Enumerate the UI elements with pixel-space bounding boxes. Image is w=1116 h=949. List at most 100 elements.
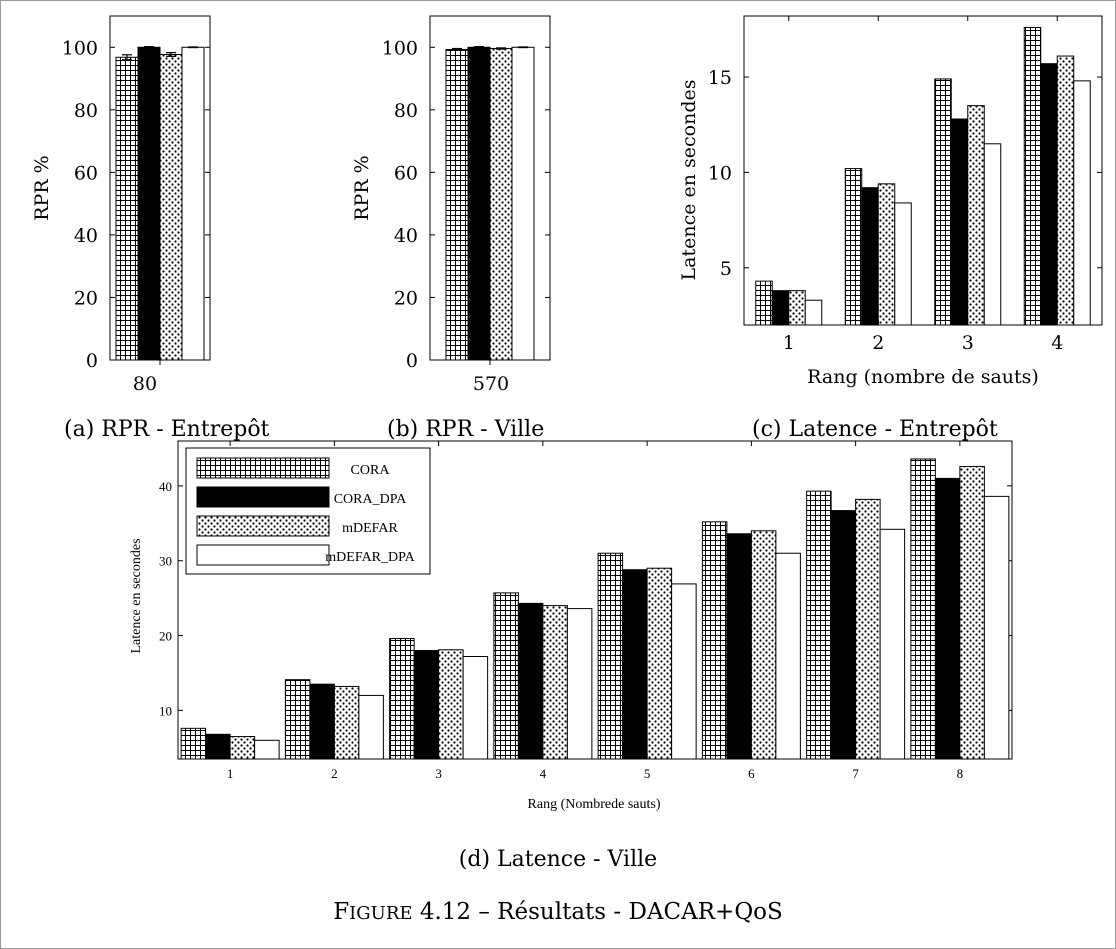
y-tick-label: 30: [159, 554, 172, 569]
bar: [489, 48, 513, 361]
bar: [775, 552, 801, 760]
bar: [115, 56, 139, 361]
bar: [967, 105, 985, 326]
bar: [159, 53, 183, 361]
y-axis-label: Latence en secondes: [129, 538, 144, 653]
bar: [413, 650, 440, 760]
chart-panel-c: Latence en secondes Rang (nombre de saut…: [678, 15, 1103, 442]
bar: [333, 685, 360, 760]
bar: [983, 143, 1002, 326]
bar: [462, 655, 489, 760]
bar: [910, 458, 936, 760]
legend-swatch: [196, 486, 330, 508]
bar: [511, 46, 535, 361]
y-tick-label: 100: [62, 37, 98, 59]
panel-caption: (a) RPR - Entrepôt: [64, 417, 270, 442]
bar: [983, 495, 1010, 760]
y-tick-label: 10: [708, 162, 732, 184]
y-tick-label: 0: [406, 350, 418, 372]
bar: [804, 299, 823, 326]
bar: [597, 552, 624, 760]
x-tick-label: 4: [540, 766, 547, 781]
y-axis-label: RPR %: [31, 155, 53, 221]
bar: [622, 569, 648, 760]
y-axis-label: RPR %: [351, 155, 373, 221]
bar: [493, 592, 519, 760]
x-tick-label: 80: [133, 373, 157, 395]
plot-frame: [743, 15, 1103, 326]
caption-sc-initial: F: [333, 899, 349, 925]
bar: [771, 290, 790, 326]
legend-label: mDEFAR_DPA: [325, 550, 415, 565]
x-tick-label: 6: [748, 766, 755, 781]
x-axis-label: Rang (nombre de sauts): [807, 366, 1039, 388]
bar: [806, 490, 832, 760]
bar: [755, 280, 773, 326]
figure-caption-text: 4.12 – Résultats - DACAR+QoS: [413, 899, 783, 925]
bar: [894, 202, 912, 326]
panel-caption: (c) Latence - Entrepôt: [752, 417, 998, 442]
legend: CORA CORA_DPA mDEFAR mDEFAR_DPA: [185, 447, 431, 575]
bar: [646, 567, 673, 760]
bar: [950, 118, 969, 326]
y-tick-label: 40: [394, 225, 418, 247]
x-tick-label: 5: [644, 766, 651, 781]
x-tick-label: 7: [852, 766, 859, 781]
bar: [1073, 80, 1091, 326]
x-tick-label: 3: [962, 332, 974, 354]
bar: [844, 168, 863, 326]
y-tick-label: 60: [74, 162, 98, 184]
chart-panel-b: RPR % 570 (b) RPR - Ville 0 20 40 60 80 100: [351, 15, 551, 442]
bar: [467, 46, 491, 361]
x-tick-label: 570: [473, 373, 509, 395]
bar: [934, 477, 961, 760]
y-tick-label: 40: [159, 479, 172, 494]
y-tick-label: 15: [708, 67, 732, 89]
y-tick-label: 40: [74, 225, 98, 247]
panel-caption: (d) Latence - Ville: [459, 847, 657, 872]
bar: [284, 679, 311, 760]
bar: [855, 498, 881, 760]
bar: [1056, 55, 1075, 326]
y-tick-label: 20: [74, 287, 98, 309]
bar: [1023, 26, 1042, 326]
x-tick-label: 2: [331, 766, 338, 781]
y-tick-label: 80: [394, 100, 418, 122]
bar: [181, 46, 205, 361]
caption-sc-rest: IGURE: [349, 903, 412, 924]
bar: [438, 649, 464, 760]
bar: [180, 727, 207, 760]
bar: [788, 290, 806, 326]
x-tick-label: 1: [783, 332, 795, 354]
bar: [517, 602, 544, 760]
y-axis-label: Latence en secondes: [678, 80, 700, 281]
panel-caption: (b) RPR - Ville: [387, 417, 544, 442]
bar: [137, 46, 161, 361]
bar: [726, 533, 752, 760]
legend-swatch: [196, 544, 330, 566]
y-tick-label: 60: [394, 162, 418, 184]
bar: [309, 683, 335, 760]
bar: [542, 605, 568, 760]
legend-label: CORA: [351, 463, 391, 478]
x-tick-label: 3: [435, 766, 442, 781]
bar: [1040, 63, 1058, 326]
y-tick-label: 20: [159, 629, 172, 644]
figure-caption: FIGURE 4.12 – Résultats - DACAR+QoS: [333, 899, 783, 925]
y-tick-label: 10: [159, 703, 172, 718]
bar: [861, 187, 879, 326]
legend-label: CORA_DPA: [334, 492, 408, 507]
bar: [445, 48, 469, 361]
bar: [671, 583, 697, 760]
legend-swatch: [196, 515, 330, 537]
chart-panel-d: Latence en secondes Rang (Nombrede sauts…: [129, 440, 1013, 872]
bar: [701, 521, 728, 760]
bar: [830, 510, 857, 760]
bar: [959, 465, 985, 760]
y-tick-label: 80: [74, 100, 98, 122]
bar: [254, 739, 280, 760]
chart-panel-a: RPR % 80 (a) RPR - Entrepôt 0 20 40 60 80 100: [31, 15, 270, 442]
x-tick-label: 4: [1051, 332, 1063, 354]
bar: [879, 528, 906, 760]
